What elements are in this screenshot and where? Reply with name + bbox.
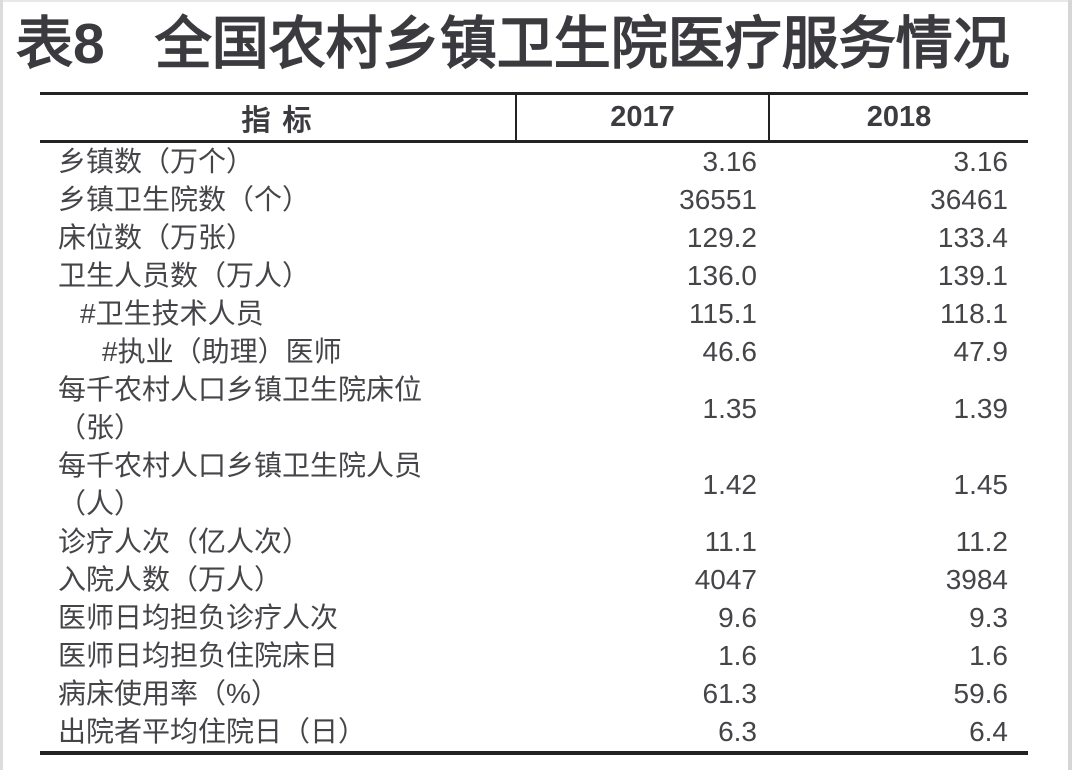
cell-2017: 61.3 [702,678,758,709]
cell-2018: 139.1 [937,260,1008,291]
scan-edge-left [0,0,3,770]
table-header-row: 指 标 2017 2018 [40,92,1028,143]
row-label: 医师日均担负诊疗人次 [58,602,339,633]
cell-2018: 118.1 [940,298,1008,329]
cell-2018: 59.6 [953,678,1009,709]
row-label: 每千农村人口乡镇卫生院人员 （人） [40,447,515,523]
table-row: 每千农村人口乡镇卫生院人员 （人） 1.42 1.45 [40,447,1028,523]
page-title: 表8 全国农村乡镇卫生院医疗服务情况 [16,4,1010,84]
row-label: 出院者平均住院日（日） [58,716,367,747]
statistics-table: 指 标 2017 2018 乡镇数（万个） 3.16 3.16 乡镇卫生院数（个… [40,92,1028,755]
row-label: 医师日均担负住院床日 [58,640,339,671]
row-label-line2: （张） [58,412,143,443]
table-row: 医师日均担负住院床日 1.6 1.6 [40,637,1028,675]
scan-edge-top [0,0,1072,2]
cell-2018: 6.4 [969,716,1008,747]
row-label: #执业（助理）医师 [102,336,342,367]
cell-2018: 36461 [930,184,1008,215]
table-number: 表8 [16,12,105,76]
row-label: 诊疗人次（亿人次） [58,526,311,557]
table-title-text: 全国农村乡镇卫生院医疗服务情况 [154,12,1010,76]
row-label: 乡镇卫生院数（个） [58,184,311,215]
table-row: #卫生技术人员 115.1 118.1 [40,295,1028,333]
row-label: #卫生技术人员 [80,298,264,329]
row-label-line1: 每千农村人口乡镇卫生院床位 [58,374,423,405]
table-row: 每千农村人口乡镇卫生院床位 （张） 1.35 1.39 [40,371,1028,447]
row-label: 入院人数（万人） [58,564,283,595]
row-label: 每千农村人口乡镇卫生院床位 （张） [40,371,515,447]
table-row: 医师日均担负诊疗人次 9.6 9.3 [40,599,1028,637]
cell-2018: 47.9 [953,336,1009,367]
cell-2018: 1.6 [969,640,1008,671]
row-label-line2: （人） [58,488,143,519]
row-label: 乡镇数（万个） [58,146,255,177]
cell-2017: 4047 [694,564,757,595]
table-body: 乡镇数（万个） 3.16 3.16 乡镇卫生院数（个） 36551 36461 … [40,143,1028,755]
cell-2018: 9.3 [969,602,1008,633]
table-row: 入院人数（万人） 4047 3984 [40,561,1028,599]
cell-2018: 133.4 [937,222,1008,253]
cell-2018: 1.45 [953,469,1009,500]
header-2018: 2018 [866,101,932,133]
scan-edge-right [1068,0,1072,770]
cell-2018: 3984 [945,564,1008,595]
cell-2018: 11.2 [955,526,1008,557]
cell-2017: 1.35 [702,393,758,424]
cell-2017: 129.2 [686,222,757,253]
header-indicator: 指 标 [241,104,314,137]
row-label: 卫生人员数（万人） [58,260,311,291]
table-row: 乡镇数（万个） 3.16 3.16 [40,143,1028,181]
table-row: 卫生人员数（万人） 136.0 139.1 [40,257,1028,295]
table-row: 出院者平均住院日（日） 6.3 6.4 [40,713,1028,751]
table-row: #执业（助理）医师 46.6 47.9 [40,333,1028,371]
cell-2018: 3.16 [953,146,1009,177]
cell-2017: 9.6 [718,602,757,633]
table-row: 床位数（万张） 129.2 133.4 [40,219,1028,257]
cell-2017: 1.42 [702,469,758,500]
cell-2017: 3.16 [702,146,758,177]
row-label: 床位数（万张） [58,222,255,253]
table-row: 乡镇卫生院数（个） 36551 36461 [40,181,1028,219]
cell-2017: 46.6 [702,336,758,367]
cell-2017: 115.1 [689,298,757,329]
cell-2017: 136.0 [686,260,757,291]
table-row: 诊疗人次（亿人次） 11.1 11.2 [40,523,1028,561]
row-label-line1: 每千农村人口乡镇卫生院人员 [58,450,423,481]
header-2017: 2017 [515,95,770,140]
table-row: 病床使用率（%） 61.3 59.6 [40,675,1028,713]
cell-2017: 6.3 [718,716,757,747]
row-label: 病床使用率（%） [58,678,279,709]
cell-2018: 1.39 [953,393,1009,424]
cell-2017: 1.6 [718,640,757,671]
cell-2017: 36551 [679,184,757,215]
cell-2017: 11.1 [704,526,757,557]
